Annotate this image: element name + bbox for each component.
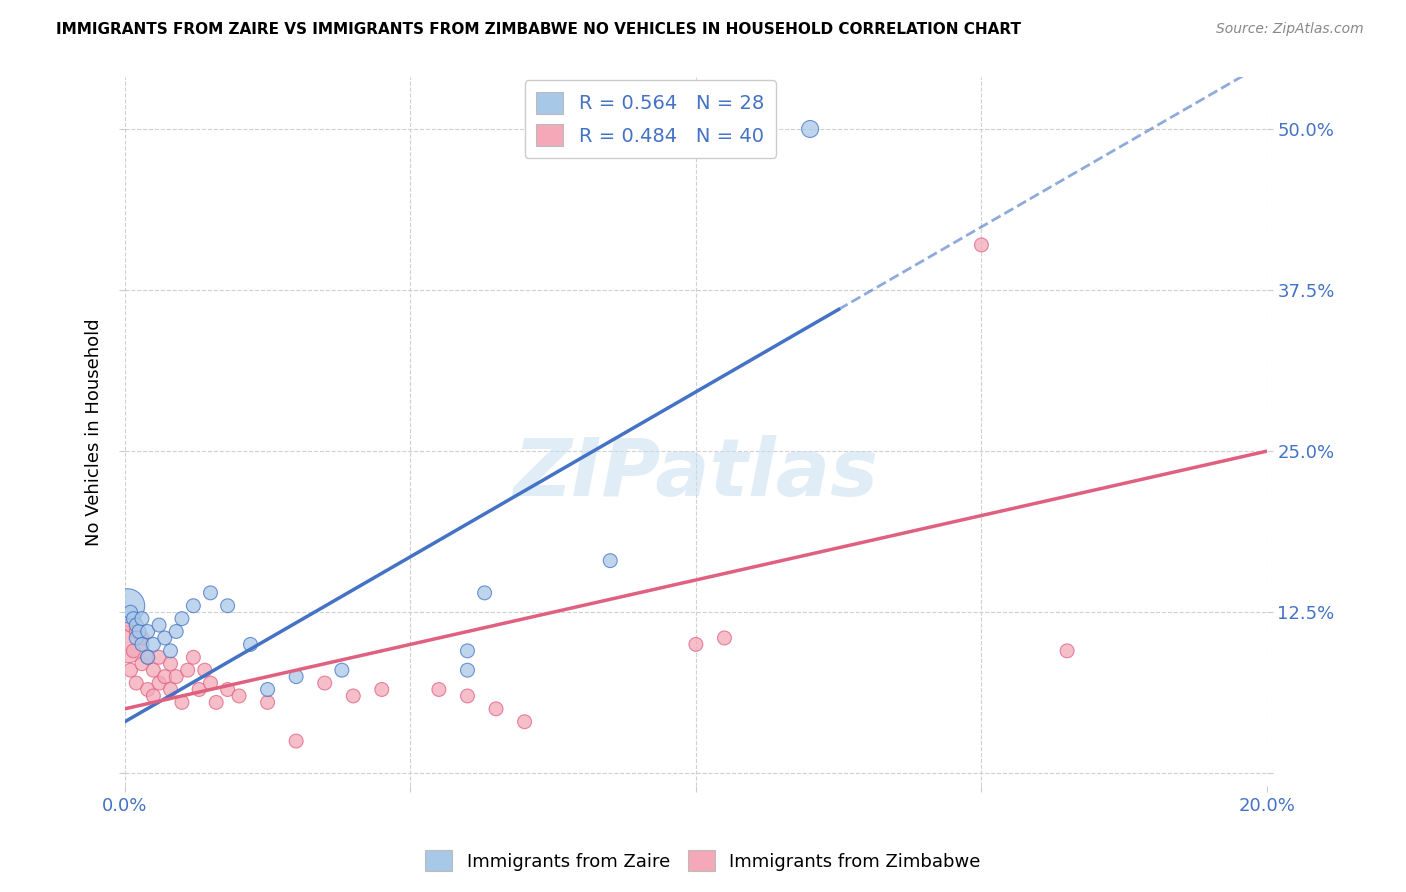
Point [131,612,153,626]
Legend: Immigrants from Zaire, Immigrants from Zimbabwe: Immigrants from Zaire, Immigrants from Z… [418,843,988,879]
Point [142,637,165,651]
Point [136,650,159,665]
Point [217,682,239,697]
Point [285,734,308,748]
Point [165,670,187,684]
Point [456,644,478,658]
Point [165,624,187,639]
Text: Source: ZipAtlas.com: Source: ZipAtlas.com [1216,22,1364,37]
Point [142,663,165,677]
Point [159,682,181,697]
Point [228,689,250,703]
Point [131,637,153,651]
Point [256,695,278,709]
Point [970,238,993,252]
Point [153,631,176,645]
Point [485,702,508,716]
Point [685,637,707,651]
Point [314,676,336,690]
Point [120,618,142,632]
Point [136,650,159,665]
Point [200,586,222,600]
Point [159,657,181,671]
Point [599,554,621,568]
Point [125,618,148,632]
Point [342,689,364,703]
Point [188,682,211,697]
Text: IMMIGRANTS FROM ZAIRE VS IMMIGRANTS FROM ZIMBABWE NO VEHICLES IN HOUSEHOLD CORRE: IMMIGRANTS FROM ZAIRE VS IMMIGRANTS FROM… [56,22,1021,37]
Point [125,676,148,690]
Point [239,637,262,651]
Point [148,676,170,690]
Y-axis label: No Vehicles in Household: No Vehicles in Household [86,318,103,546]
Point [117,637,139,651]
Point [217,599,239,613]
Point [148,618,170,632]
Point [194,663,217,677]
Point [117,599,139,613]
Point [125,631,148,645]
Point [427,682,450,697]
Point [456,689,478,703]
Point [170,695,193,709]
Point [159,644,181,658]
Point [122,612,145,626]
Point [1056,644,1078,658]
Point [183,599,205,613]
Point [131,631,153,645]
Point [128,624,150,639]
Point [122,644,145,658]
Point [183,650,205,665]
Point [136,682,159,697]
Point [474,586,496,600]
Point [285,670,308,684]
Point [513,714,536,729]
Text: ZIPatlas: ZIPatlas [513,435,879,513]
Point [136,624,159,639]
Point [170,612,193,626]
Point [456,663,478,677]
Point [148,650,170,665]
Point [153,670,176,684]
Point [120,663,142,677]
Point [120,605,142,619]
Point [205,695,228,709]
Point [200,676,222,690]
Legend: R = 0.564   N = 28, R = 0.484   N = 40: R = 0.564 N = 28, R = 0.484 N = 40 [524,80,776,158]
Point [799,122,821,136]
Point [371,682,394,697]
Point [256,682,278,697]
Point [142,689,165,703]
Point [713,631,735,645]
Point [330,663,353,677]
Point [131,657,153,671]
Point [176,663,198,677]
Point [125,624,148,639]
